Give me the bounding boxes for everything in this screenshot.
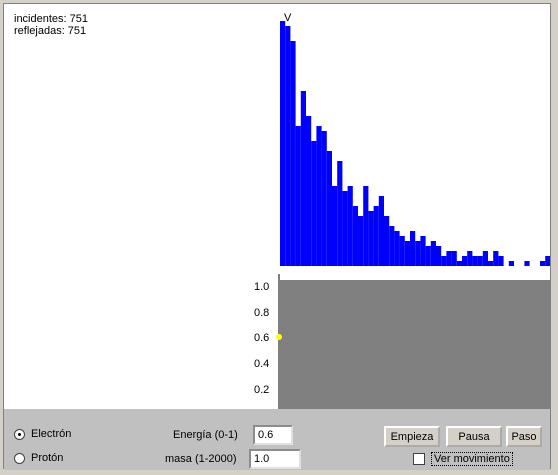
histogram-bar (394, 231, 400, 266)
histogram-bar (467, 251, 473, 266)
control-panel: Electrón Protón Energía (0-1) masa (1-20… (4, 422, 550, 470)
histogram-bar (368, 211, 374, 266)
start-button[interactable]: Empieza (384, 426, 440, 447)
histogram-bar (498, 256, 504, 266)
histogram-bar (290, 41, 296, 266)
histogram-bar (300, 91, 306, 266)
histogram-bar (436, 246, 442, 266)
histogram-bar (326, 151, 332, 266)
histogram-bar (540, 261, 546, 266)
show-motion-checkbox[interactable] (413, 453, 425, 465)
histogram-bar (410, 231, 416, 266)
potential-region (280, 280, 550, 409)
histogram-bar (404, 241, 410, 266)
histogram-bar (280, 21, 286, 266)
proton-radio[interactable] (14, 452, 25, 464)
histogram-bar (373, 206, 379, 266)
histogram-bar (472, 256, 478, 266)
energy-label: Energía (0-1) (173, 429, 238, 441)
pause-button[interactable]: Pausa (446, 426, 502, 447)
histogram-bar (420, 236, 426, 266)
histogram-bar (295, 126, 301, 266)
axis-tick-label: 0.8 (254, 307, 269, 319)
show-motion-label: Ver movimiento (431, 452, 513, 466)
histogram-bar (337, 161, 343, 266)
histogram-bar (477, 256, 483, 266)
energy-input[interactable] (253, 425, 293, 445)
step-button[interactable]: Paso (506, 426, 542, 447)
histogram-bar (321, 131, 327, 266)
particle-dot (276, 334, 282, 340)
electron-option[interactable]: Electrón (14, 428, 71, 440)
histogram-bar (352, 206, 358, 266)
histogram-bar (488, 261, 494, 266)
histogram-chart: V (280, 12, 550, 266)
histogram-bar (316, 126, 322, 266)
show-motion-option[interactable]: Ver movimiento (413, 452, 513, 466)
histogram-axis-label: V (284, 12, 292, 24)
histogram-bar (399, 236, 405, 266)
histogram-bar (332, 186, 338, 266)
histogram-bar (378, 196, 384, 266)
histogram-bar (456, 261, 462, 266)
histogram-bar (384, 216, 390, 266)
histogram-bar (363, 186, 369, 266)
stats-panel: incidentes: 751 reflejadas: 751 (14, 13, 88, 37)
histogram-bar (389, 226, 395, 266)
histogram-bar (482, 251, 488, 266)
histogram-bar (430, 241, 436, 266)
mass-input[interactable] (249, 449, 301, 469)
histogram-bar (311, 141, 317, 266)
energy-axis: 1.0 0.8 0.6 0.4 0.2 (254, 274, 282, 409)
histogram-bar (524, 261, 530, 266)
reflected-count: reflejadas: 751 (14, 25, 87, 37)
histogram-bar (446, 251, 452, 266)
electron-radio[interactable] (14, 428, 25, 440)
mass-label: masa (1-2000) (165, 453, 237, 465)
histogram-bar (508, 261, 514, 266)
proton-label: Protón (31, 452, 64, 464)
histogram-bar (342, 191, 348, 266)
simulation-canvas: incidentes: 751 reflejadas: 751 V 1.0 0.8… (4, 4, 550, 409)
histogram-bar (306, 116, 312, 266)
axis-tick-label: 0.6 (254, 332, 269, 344)
histogram-bar (545, 256, 550, 266)
histogram-bar (451, 251, 457, 266)
histogram-bar (425, 246, 431, 266)
histogram-bar (347, 186, 353, 266)
histogram-bar (462, 256, 468, 266)
histogram-bar (285, 26, 291, 266)
incident-count: incidentes: 751 (14, 13, 88, 25)
histogram-bar (415, 241, 421, 266)
histogram-bar (493, 251, 499, 266)
electron-label: Electrón (31, 428, 72, 440)
axis-tick-label: 0.4 (254, 358, 269, 370)
proton-option[interactable]: Protón (14, 452, 63, 464)
axis-tick-label: 1.0 (254, 281, 269, 293)
histogram-bar (358, 216, 364, 266)
axis-tick-label: 0.2 (254, 384, 269, 396)
histogram-bar (441, 256, 447, 266)
